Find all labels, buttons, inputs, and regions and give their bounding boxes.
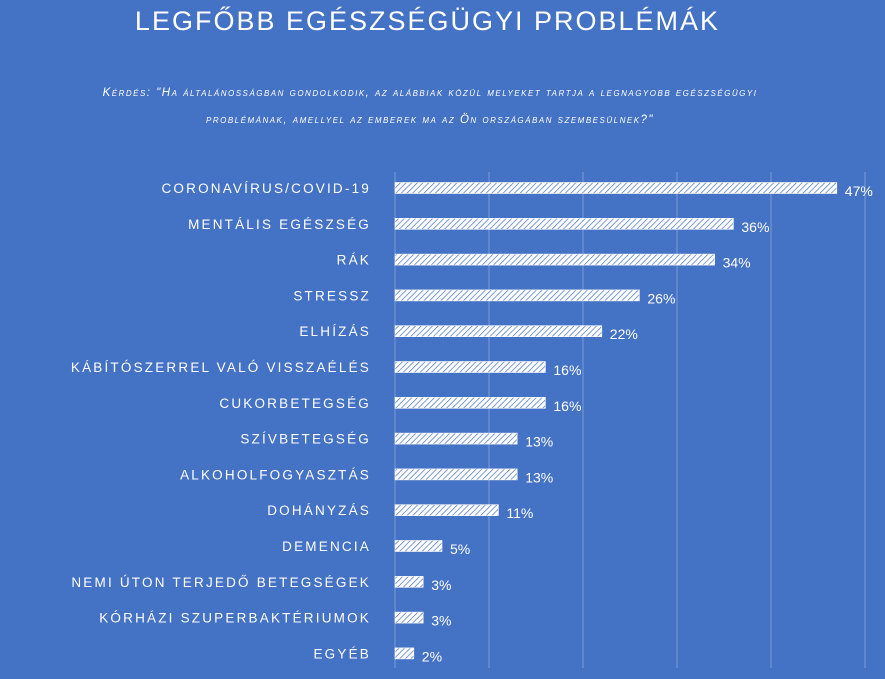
bar — [394, 361, 546, 373]
bar — [394, 218, 734, 230]
bar — [394, 468, 518, 481]
bar — [394, 325, 603, 338]
bar — [394, 647, 415, 660]
category-label: STRESSZ — [293, 288, 371, 303]
category-labels: CORONAVÍRUS/COVID-19 MENTÁLIS EGÉSZSÉG RÁK… — [71, 181, 371, 661]
value-label: 13% — [525, 469, 553, 485]
value-label: 3% — [431, 577, 451, 593]
value-label: 13% — [525, 434, 553, 450]
value-label: 5% — [450, 541, 470, 557]
bar — [394, 611, 424, 624]
bar — [394, 504, 499, 517]
value-label: 3% — [431, 613, 451, 629]
value-label: 26% — [647, 290, 675, 306]
bars — [394, 182, 838, 660]
bar — [394, 289, 640, 302]
category-label: KÁBÍTÓSZERREL VALÓ VISSZAÉLÉS — [71, 360, 371, 375]
value-label: 2% — [422, 648, 442, 664]
value-label: 34% — [723, 255, 751, 271]
bar — [394, 396, 546, 409]
category-label: SZÍVBETEGSÉG — [240, 432, 371, 447]
category-label: ALKOHOLFOGYASZTÁS — [180, 467, 371, 482]
category-label: CUKORBETEGSÉG — [219, 396, 371, 411]
category-label: DOHÁNYZÁS — [267, 503, 371, 518]
category-label: DEMENCIA — [282, 539, 371, 554]
bar — [394, 182, 838, 194]
category-label: ELHÍZÁS — [299, 324, 371, 339]
category-label: CORONAVÍRUS/COVID-19 — [161, 181, 371, 196]
bar — [394, 253, 715, 266]
category-label: NEMI ÚTON TERJEDŐ BETEGSÉGEK — [71, 575, 371, 590]
bar — [394, 432, 518, 445]
value-label: 11% — [506, 505, 533, 521]
category-label: EGYÉB — [313, 646, 371, 661]
value-label: 22% — [610, 326, 638, 342]
value-labels: 47% 36% 34% 26% 22% 16% 16% 13% 13% 11% 5% 3% 3% 2% — [422, 183, 873, 664]
category-label: KÓRHÁZI SZUPERBAKTÉRIUMOK — [99, 611, 371, 626]
bar — [394, 540, 443, 552]
gridlines — [394, 172, 866, 668]
category-label: MENTÁLIS EGÉSZSÉG — [188, 217, 371, 232]
bar — [394, 575, 424, 588]
chart-title: LEGFŐBB EGÉSZSÉGÜGYI PROBLÉMÁK — [134, 6, 721, 36]
category-label: RÁK — [337, 253, 371, 268]
value-label: 47% — [845, 183, 873, 199]
chart-subtitle: Kérdés: "Ha általánosságban gondolkodik,… — [102, 87, 758, 126]
value-label: 36% — [741, 219, 769, 235]
value-label: 16% — [553, 398, 581, 414]
value-label: 16% — [553, 362, 581, 378]
